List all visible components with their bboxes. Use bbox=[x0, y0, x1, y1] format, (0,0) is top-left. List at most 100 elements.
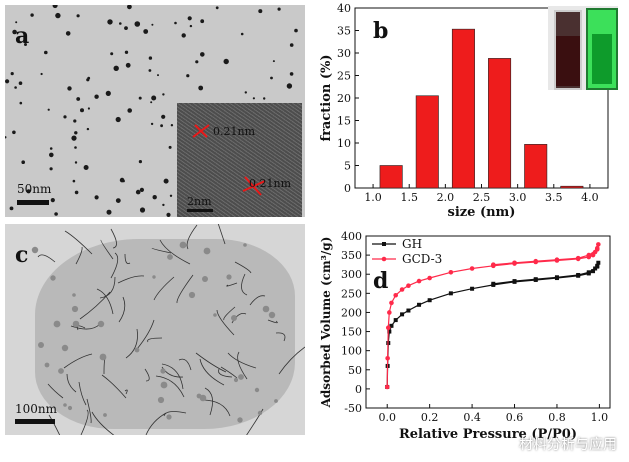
x-axis-label: Relative Pressure (P/P0) bbox=[399, 427, 577, 442]
x-tick-label: 0.4 bbox=[463, 411, 481, 424]
nanoparticle-dot bbox=[67, 86, 72, 91]
nanoparticle-dot bbox=[270, 76, 273, 80]
nanoparticle-dot bbox=[12, 29, 17, 35]
nanoparticle-dot bbox=[15, 21, 18, 24]
data-point-gh bbox=[393, 318, 398, 323]
nanoparticle-dot bbox=[40, 72, 43, 76]
data-point-gcd3 bbox=[384, 384, 390, 390]
legend-marker bbox=[382, 242, 386, 246]
nanoparticle-dot bbox=[74, 190, 79, 195]
nanoparticle-dot bbox=[94, 195, 99, 200]
network-strand bbox=[201, 399, 231, 417]
nanoparticle-dot bbox=[74, 161, 78, 164]
nanoparticle-dot bbox=[187, 16, 192, 21]
network-strand bbox=[110, 228, 117, 249]
network-strand bbox=[231, 313, 247, 324]
network-strand bbox=[217, 224, 226, 245]
nanoparticle-dot bbox=[160, 124, 164, 128]
nanoparticle-dot bbox=[151, 23, 154, 26]
nanoparticle-dot bbox=[150, 122, 154, 126]
panel-d-label: d bbox=[373, 268, 389, 294]
network-particle bbox=[238, 374, 244, 380]
nanoparticle-dot bbox=[80, 108, 84, 113]
x-tick-label: 3.5 bbox=[545, 191, 563, 204]
network-strand bbox=[91, 411, 115, 435]
scale-label-c: 100nm bbox=[15, 402, 58, 416]
data-point-gcd3 bbox=[554, 257, 560, 262]
nanoparticle-dot bbox=[135, 189, 141, 195]
data-point-gcd3 bbox=[491, 262, 496, 267]
x-tick-label: 3.0 bbox=[509, 191, 526, 204]
network-particle bbox=[97, 320, 105, 328]
y-tick-label: 300 bbox=[341, 268, 362, 281]
network-particle bbox=[31, 246, 39, 254]
data-point-gh bbox=[406, 308, 411, 313]
data-point-gcd3 bbox=[512, 260, 517, 266]
network-strand bbox=[75, 246, 83, 265]
data-point-gcd3 bbox=[575, 255, 581, 261]
nanoparticle-dot bbox=[94, 94, 99, 99]
nanoparticle-dot bbox=[49, 167, 53, 171]
nanoparticle-dot bbox=[186, 74, 190, 78]
x-tick-label: 1.5 bbox=[400, 191, 418, 204]
data-point-gh bbox=[533, 277, 538, 282]
network-strand bbox=[86, 398, 92, 424]
network-strand bbox=[125, 328, 138, 359]
data-point-gh bbox=[400, 312, 405, 317]
network-strand bbox=[227, 352, 257, 369]
data-point-gh bbox=[595, 264, 600, 269]
network-particle bbox=[231, 315, 237, 321]
x-tick-label: 2.0 bbox=[437, 191, 455, 204]
network-particle bbox=[179, 241, 187, 249]
nanoparticle-dot bbox=[143, 29, 149, 34]
nanoparticle-dot bbox=[5, 136, 7, 139]
nanoparticle-dot bbox=[115, 116, 121, 123]
nanoparticle-dot bbox=[181, 33, 186, 38]
network-strand bbox=[37, 254, 56, 263]
y-tick-label: 20 bbox=[337, 92, 351, 105]
data-point-gcd3 bbox=[586, 252, 592, 258]
watermark: 材料分析与应用 bbox=[519, 437, 617, 453]
nanoparticle-dot bbox=[195, 60, 199, 64]
data-point-gcd3 bbox=[406, 283, 411, 288]
scale-bar-c bbox=[15, 419, 55, 424]
legend-label: GH bbox=[402, 237, 422, 251]
network-strand bbox=[47, 383, 64, 399]
y-tick-label: 10 bbox=[337, 137, 351, 150]
network-strand bbox=[145, 412, 167, 435]
network-particle bbox=[63, 403, 67, 407]
scale-label-a: 50nm bbox=[17, 182, 52, 196]
isotherm-chart: -50 0 50 100 150 200 250 300 350 400 0.0 0.2 0.4 0.6 0… bbox=[319, 230, 611, 442]
network-strand bbox=[220, 366, 238, 379]
vial-fluorescent-icon bbox=[586, 8, 618, 90]
network-particle bbox=[71, 305, 79, 313]
data-point-gcd3 bbox=[389, 300, 394, 306]
network-strand bbox=[163, 411, 187, 417]
nanoparticle-dot bbox=[74, 146, 77, 149]
y-tick-label: 350 bbox=[341, 249, 362, 262]
plot-frame bbox=[365, 235, 611, 409]
network-particle bbox=[152, 275, 156, 279]
nanoparticle-dot bbox=[162, 203, 165, 207]
network-strand bbox=[186, 224, 198, 250]
network-strand bbox=[79, 291, 111, 320]
data-point-gcd3 bbox=[385, 356, 390, 361]
network-particle bbox=[188, 291, 196, 299]
y-tick-label: 150 bbox=[341, 326, 362, 339]
network-strand bbox=[110, 252, 119, 279]
nanoparticle-dot bbox=[9, 206, 14, 211]
nanoparticle-dot bbox=[272, 60, 275, 63]
legend-marker bbox=[381, 256, 387, 262]
data-point-gcd3 bbox=[416, 278, 422, 284]
nanoparticle-dot bbox=[24, 43, 27, 46]
data-point-gcd3 bbox=[448, 270, 454, 275]
network-particle bbox=[61, 344, 69, 352]
data-point-gh bbox=[448, 291, 453, 296]
histogram-bar bbox=[415, 95, 439, 189]
y-tick-label: 0 bbox=[355, 383, 362, 396]
nanoparticle-dot bbox=[65, 31, 71, 36]
data-point-gh bbox=[389, 323, 394, 328]
nanoparticle-dot bbox=[19, 101, 23, 105]
nanoparticle-dot bbox=[14, 86, 17, 89]
x-tick-label: 4.0 bbox=[581, 191, 599, 204]
